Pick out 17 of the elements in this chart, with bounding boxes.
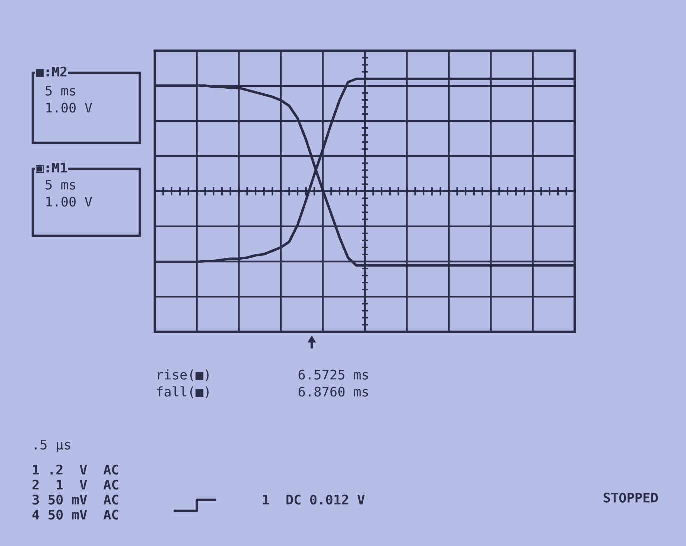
text: 3 50 mV AC [32,494,118,505]
text: 6.8760 ms [298,386,368,397]
text: STOPPED [604,492,658,503]
text: 1 .2 V AC [33,464,118,475]
text: fall(■) [157,386,209,398]
text: 2 1 V AC [32,480,118,490]
text: 5 ms [46,180,76,190]
text: ▣:M1 [36,163,68,174]
text: 1 DC 0.012 V [263,494,365,505]
text: .5 μs [35,440,70,452]
text: ■:M2 [36,66,67,78]
text: 1.00 V [46,102,92,113]
text: 6.5725 ms [298,370,368,380]
text: rise(■) [158,370,209,382]
text: 5 ms [46,86,76,96]
text: 4 50 mV AC [32,510,118,520]
text: 1.00 V [46,196,92,207]
